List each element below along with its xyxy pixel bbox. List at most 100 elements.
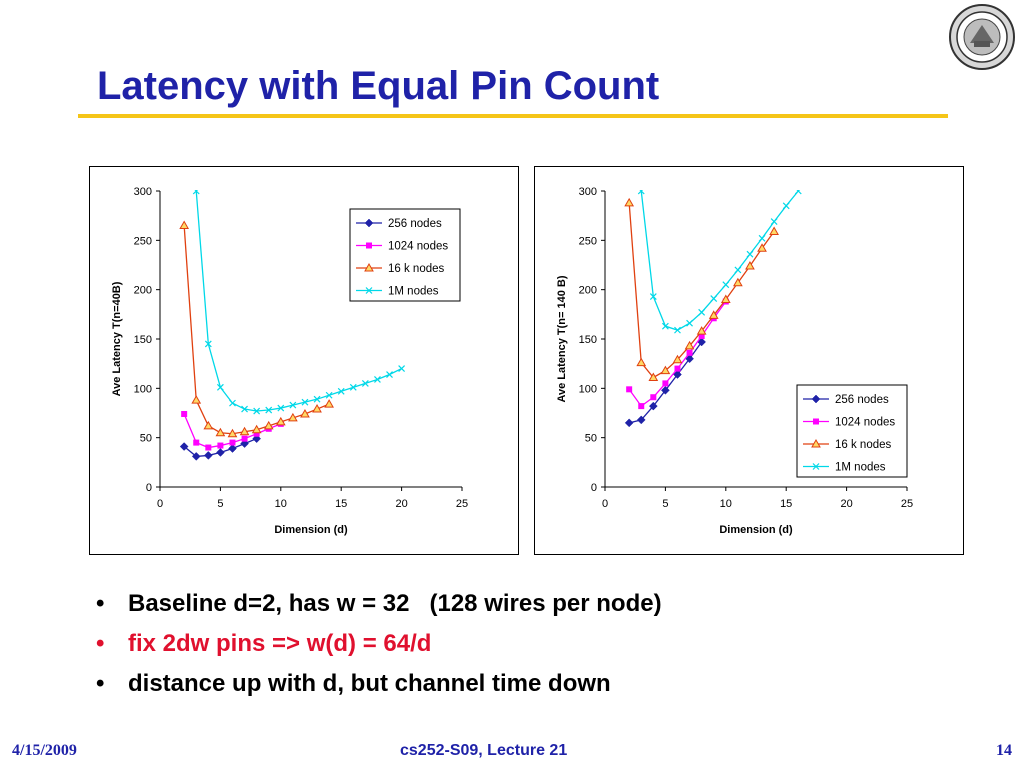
data-point — [179, 442, 189, 451]
footer-course: cs252-S09, Lecture 21 — [400, 742, 568, 759]
series-16-k-nodes — [179, 220, 334, 438]
data-point — [253, 407, 261, 415]
data-point — [312, 404, 322, 413]
series-256-nodes — [624, 337, 706, 428]
data-point — [192, 190, 200, 195]
data-point — [674, 326, 681, 334]
x-tick-label: 10 — [720, 498, 732, 510]
x-axis-label: Dimension (d) — [719, 524, 793, 536]
data-point — [770, 218, 778, 226]
legend-marker — [811, 438, 821, 448]
data-point — [203, 451, 213, 460]
data-point — [698, 333, 705, 340]
data-point — [324, 399, 334, 408]
legend-item: 16 k nodes — [356, 262, 445, 275]
data-point — [661, 385, 670, 395]
data-point — [794, 190, 802, 195]
bullet-text: fix 2dw pins => w(d) = 64/d — [128, 630, 432, 657]
plot-area — [624, 190, 802, 428]
bullet-marker: • — [96, 670, 105, 697]
legend-marker — [366, 242, 372, 249]
y-tick-label: 50 — [140, 433, 152, 445]
latency-chart-140b: 0 50 100 150 200 250 300 0 5 10 15 20 25 Dimension (d… — [556, 186, 913, 536]
data-point — [215, 427, 226, 437]
x-tick-label: 15 — [335, 498, 347, 510]
series-line — [183, 225, 330, 435]
data-point — [696, 326, 707, 335]
data-point — [216, 383, 224, 391]
footer-date: 4/15/2009 — [12, 742, 77, 759]
data-point — [227, 428, 238, 438]
legend-label: 1024 nodes — [835, 417, 895, 429]
data-point — [734, 266, 742, 274]
data-point — [672, 354, 683, 364]
data-point — [241, 405, 248, 413]
bullet-item: • Baseline d=2, has w = 32 (128 wires per… — [96, 584, 662, 624]
legend-marker — [364, 262, 374, 272]
x-tick-label: 20 — [840, 498, 852, 510]
data-point — [361, 379, 369, 387]
legend-label: 1M nodes — [388, 286, 439, 298]
legend-item: 256 nodes — [803, 394, 889, 406]
data-point — [624, 418, 634, 428]
data-point — [745, 260, 755, 270]
chart-panel-2: 0 50 100 150 200 250 300 0 5 10 15 20 25 Dimension (d… — [534, 166, 964, 555]
y-tick-label: 100 — [579, 383, 597, 395]
data-point — [637, 190, 645, 195]
data-point — [228, 444, 237, 453]
university-seal-icon — [949, 4, 1015, 70]
x-axis-label: Dimension (d) — [274, 524, 348, 536]
x-tick-label: 5 — [217, 498, 223, 510]
data-point — [636, 415, 646, 425]
legend: 256 nodes 1024 nodes 16 k nodes 1M nodes — [796, 384, 908, 478]
data-point — [179, 220, 190, 230]
data-point — [337, 387, 345, 395]
y-axis-label: Ave Latency T(n= 140 B) — [556, 275, 568, 402]
bullet-list: • Baseline d=2, has w = 32 (128 wires per… — [96, 584, 662, 704]
data-point — [217, 442, 224, 449]
x-tick-label: 5 — [662, 498, 668, 510]
data-point — [624, 197, 635, 207]
x-tick-label: 20 — [395, 498, 407, 510]
legend-item: 1M nodes — [803, 462, 886, 474]
data-point — [673, 370, 682, 379]
legend-label: 16 k nodes — [835, 439, 892, 451]
data-point — [746, 250, 754, 258]
latency-chart-40b: 0 50 100 150 200 250 300 0 5 10 15 20 25 Dimension (d… — [111, 186, 468, 536]
data-point — [722, 281, 730, 289]
data-point — [710, 295, 718, 302]
bullet-text: Baseline d=2, has w = 32 (128 wires per … — [128, 590, 662, 617]
legend-marker — [364, 218, 374, 228]
data-point — [636, 357, 647, 367]
data-point — [181, 410, 188, 417]
y-tick-label: 0 — [146, 482, 152, 494]
y-tick-label: 300 — [579, 186, 597, 198]
data-point — [758, 234, 766, 242]
data-point — [191, 395, 202, 404]
bullet-item: • distance up with d, but channel time do… — [96, 664, 662, 704]
data-point — [757, 243, 767, 252]
data-point — [626, 386, 633, 393]
legend-item: 1M nodes — [356, 286, 439, 298]
data-point — [275, 416, 286, 426]
legend-item: 16 k nodes — [803, 438, 892, 451]
bullet-text: distance up with d, but channel time dow… — [128, 670, 611, 697]
plot-area — [179, 190, 406, 461]
data-point — [241, 435, 248, 442]
data-point — [313, 395, 321, 403]
data-point — [686, 319, 693, 327]
data-point — [660, 365, 671, 375]
data-point — [251, 424, 262, 434]
legend-label: 256 nodes — [835, 394, 889, 406]
series-1m-nodes — [192, 190, 406, 415]
y-tick-label: 300 — [134, 186, 152, 198]
data-point — [277, 404, 285, 412]
y-tick-label: 150 — [579, 334, 597, 346]
y-tick-label: 100 — [134, 383, 152, 395]
x-tick-label: 25 — [901, 498, 913, 510]
chart-panel-1: 0 50 100 150 200 250 300 0 5 10 15 20 25 Dimension (d… — [89, 166, 519, 555]
data-point — [191, 452, 201, 461]
legend: 256 nodes 1024 nodes 16 k nodes 1M nodes — [349, 208, 461, 302]
data-point — [398, 365, 406, 373]
data-point — [674, 365, 681, 372]
